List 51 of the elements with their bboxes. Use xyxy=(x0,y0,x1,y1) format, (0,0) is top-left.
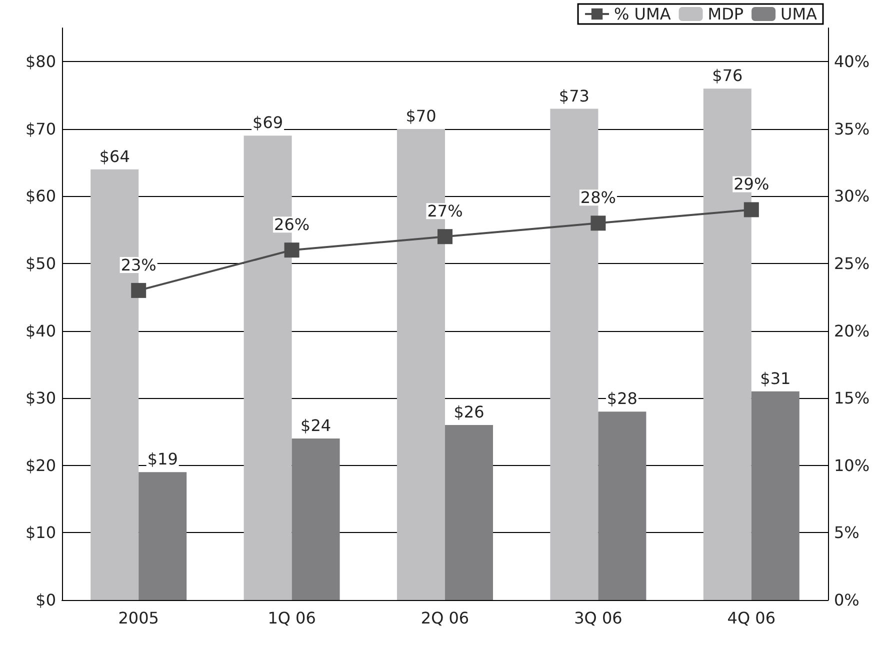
y2-tick-label: 25% xyxy=(834,254,870,274)
x-tick-label: 4Q 06 xyxy=(727,608,776,628)
y2-tick-label: 40% xyxy=(834,52,870,72)
y2-tick-label: 15% xyxy=(834,388,870,408)
y-tick-label: $30 xyxy=(25,388,56,408)
legend-label: % UMA xyxy=(614,4,671,24)
bar xyxy=(292,438,340,600)
point xyxy=(284,242,300,258)
bar xyxy=(598,412,646,600)
data-label: $70 xyxy=(406,106,436,126)
data-label: 29% xyxy=(734,174,770,194)
x-tick-label: 2005 xyxy=(118,608,159,628)
point xyxy=(744,202,759,218)
point xyxy=(590,216,606,231)
x-tick-label: 1Q 06 xyxy=(268,608,316,628)
data-label: 27% xyxy=(427,202,463,221)
y-tick-label: $70 xyxy=(25,119,56,138)
data-label: 23% xyxy=(120,255,156,274)
data-label: $31 xyxy=(760,368,791,388)
data-label: 26% xyxy=(274,215,310,234)
data-label: $73 xyxy=(558,86,590,106)
bar xyxy=(138,472,187,600)
legend-label: UMA xyxy=(780,4,818,24)
data-label: $76 xyxy=(712,66,743,86)
point xyxy=(438,229,452,244)
y-tick-label: $0 xyxy=(36,590,56,610)
data-label: $24 xyxy=(300,416,332,435)
y-tick-label: $40 xyxy=(25,321,56,340)
x-tick-label: 2Q 06 xyxy=(420,608,470,628)
data-label: $69 xyxy=(252,113,284,132)
data-label: $19 xyxy=(147,450,178,469)
data-label: $26 xyxy=(454,402,484,422)
y-tick-label: $80 xyxy=(25,52,56,72)
x-tick-label: 3Q 06 xyxy=(574,608,622,628)
y2-tick-label: 20% xyxy=(834,321,870,340)
bar xyxy=(445,425,493,600)
bar xyxy=(751,391,800,600)
y2-tick-label: 30% xyxy=(834,186,870,206)
y-tick-label: $60 xyxy=(25,186,56,206)
point xyxy=(131,282,146,298)
data-label: $28 xyxy=(606,389,638,408)
y-tick-label: $50 xyxy=(25,254,56,274)
y-tick-label: $20 xyxy=(25,456,56,475)
y2-tick-label: 5% xyxy=(834,523,860,542)
legend-label: MDP xyxy=(708,4,744,24)
y2-tick-label: 10% xyxy=(834,456,870,475)
data-label: $64 xyxy=(99,146,130,166)
data-label: 28% xyxy=(580,188,616,208)
y2-tick-label: 0% xyxy=(834,590,860,610)
y2-tick-label: 35% xyxy=(834,119,870,138)
y-tick-label: $10 xyxy=(25,523,56,542)
